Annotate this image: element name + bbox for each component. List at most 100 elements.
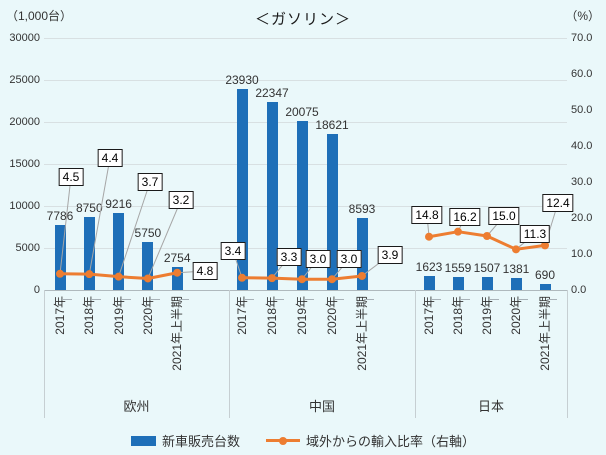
left-axis-unit: （1,000台）: [6, 9, 73, 23]
bar: [423, 276, 435, 290]
legend: 新車販売台数 域外からの輸入比率（右軸）: [0, 431, 606, 450]
left-axis-tick-label: 20000: [9, 116, 40, 128]
category-tick: [334, 299, 344, 300]
bar: [296, 121, 308, 290]
bar: [113, 212, 125, 290]
line-value-callout: 3.2: [168, 191, 194, 209]
group-separator: [229, 290, 230, 418]
bar: [236, 88, 248, 290]
line-value-callout: 3.0: [305, 250, 331, 268]
line-value-callout: 12.4: [542, 194, 574, 212]
category-label: 2020年: [509, 296, 523, 335]
group-separator: [44, 290, 45, 418]
region-label: 欧州: [123, 399, 150, 414]
chart-title: ＜ガソリン＞: [254, 11, 351, 28]
left-axis-tick-label: 10000: [9, 200, 40, 212]
right-axis-tick-label: 30.0: [571, 176, 593, 188]
bar: [326, 133, 338, 290]
category-label: 2020年: [325, 296, 339, 335]
category-label: 2017年: [422, 296, 436, 335]
legend-item-line: 域外からの輸入比率（右軸）: [266, 431, 475, 450]
category-tick: [460, 299, 470, 300]
category-tick: [364, 299, 374, 300]
category-tick: [274, 299, 284, 300]
region-label: 日本: [477, 399, 505, 414]
bar: [452, 276, 464, 290]
left-axis-tick-label: 15000: [9, 158, 40, 170]
bar: [83, 216, 95, 290]
x-axis-line: [44, 290, 567, 291]
line-value-callout: 3.3: [276, 248, 302, 266]
gridline: [44, 38, 567, 39]
left-axis-tick-label: 0: [33, 284, 40, 296]
bar-value-label: 9216: [105, 196, 132, 211]
category-label: 2018年: [82, 296, 97, 335]
group-separator: [415, 290, 416, 418]
bar: [510, 278, 522, 290]
right-axis-tick-label: 70.0: [571, 32, 593, 44]
line-value-callout: 16.2: [449, 208, 481, 226]
gridline: [44, 80, 567, 81]
category-tick: [120, 299, 131, 300]
bar: [54, 224, 66, 290]
bar-value-label: 20075: [285, 105, 319, 120]
category-tick: [179, 299, 190, 300]
line-point-marker: [425, 232, 433, 241]
bar-value-label: 23930: [225, 72, 259, 87]
right-axis-tick-label: 50.0: [571, 104, 593, 116]
bar-value-label: 8593: [348, 201, 376, 216]
line-series-swatch: [266, 436, 300, 445]
bar: [481, 277, 493, 290]
category-tick: [431, 299, 441, 300]
bar-value-label: 1623: [415, 260, 443, 275]
left-axis-tick-label: 30000: [9, 32, 40, 44]
bar-value-label: 7786: [46, 208, 74, 223]
region-label: 中国: [308, 399, 336, 414]
category-label: 2018年: [451, 296, 465, 335]
category-tick: [62, 299, 72, 300]
right-axis-tick-label: 20.0: [571, 212, 593, 224]
category-label: 2021年上半期: [170, 296, 185, 371]
category-label: 2017年: [235, 296, 249, 335]
category-tick: [149, 299, 160, 300]
bar-value-label: 1507: [473, 261, 501, 276]
line-value-callout: 4.5: [58, 168, 84, 186]
line-value-callout: 15.0: [488, 207, 520, 225]
bar-value-label: 8750: [75, 200, 103, 215]
line-point-marker: [512, 245, 520, 254]
bar-value-label: 690: [534, 268, 556, 283]
line-value-callout: 14.8: [411, 206, 443, 224]
category-tick: [518, 299, 528, 300]
category-label: 2019年: [480, 296, 494, 335]
right-axis-tick-label: 60.0: [571, 68, 593, 80]
line-value-callout: 3.0: [336, 250, 362, 268]
group-separator: [567, 290, 568, 418]
category-tick: [304, 299, 314, 300]
category-label: 2019年: [295, 296, 309, 335]
category-tick: [547, 299, 557, 300]
line-value-callout: 3.9: [377, 246, 403, 264]
line-series-label: 域外からの輸入比率（右軸）: [306, 434, 476, 449]
bar: [539, 284, 551, 290]
line-value-callout: 3.7: [137, 173, 163, 191]
bar-value-label: 1559: [444, 260, 472, 275]
category-label: 2017年: [53, 296, 67, 335]
line-value-callout: 11.3: [519, 225, 551, 243]
right-axis-tick-label: 0.0: [571, 284, 587, 296]
right-axis-tick-label: 10.0: [571, 248, 593, 260]
bar-series-label: 新車販売台数: [161, 434, 240, 449]
left-axis-tick-label: 25000: [9, 74, 40, 86]
bar-value-label: 22347: [255, 86, 289, 101]
line-value-callout: 4.8: [192, 262, 218, 280]
bar: [171, 266, 183, 290]
bar-value-label: 5750: [134, 225, 162, 240]
bar: [266, 102, 278, 290]
bar: [142, 241, 154, 290]
bar-value-label: 2754: [163, 250, 191, 265]
category-tick: [91, 299, 102, 300]
legend-item-bars: 新車販売台数: [130, 431, 240, 450]
bar-value-label: 1381: [502, 262, 530, 277]
right-axis-unit: （%）: [565, 9, 600, 23]
category-label: 2018年: [265, 296, 279, 335]
